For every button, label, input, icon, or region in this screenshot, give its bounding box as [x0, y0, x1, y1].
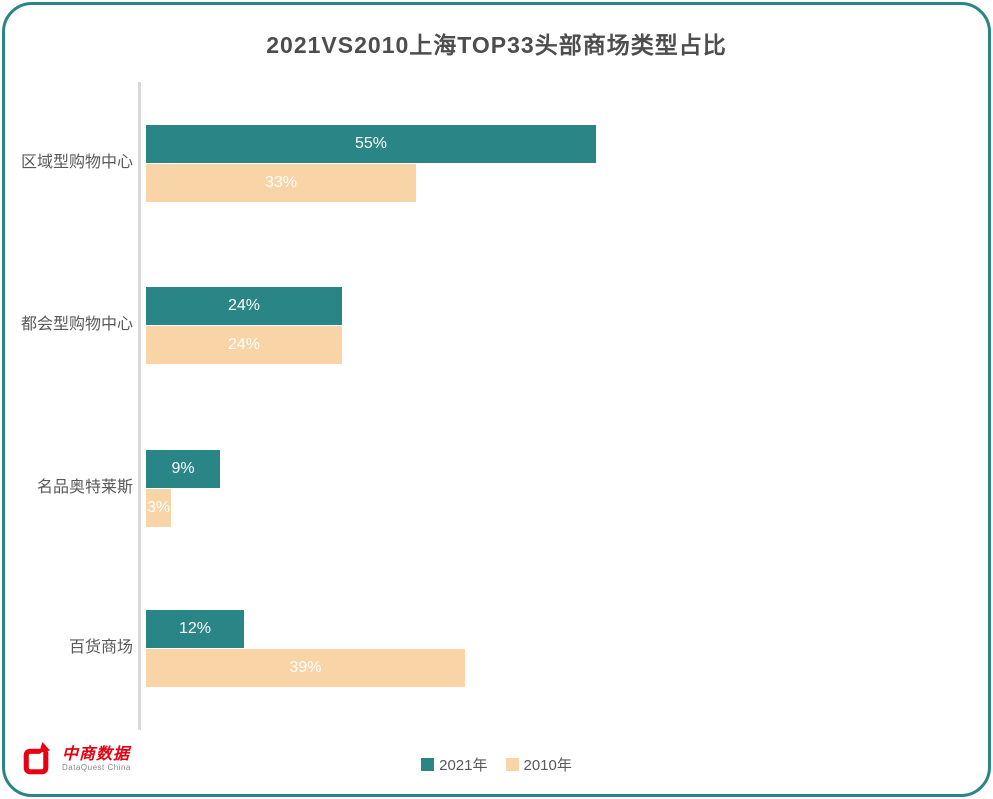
legend: 2021年 2010年	[0, 754, 993, 775]
bar-value-label: 55%	[354, 135, 388, 152]
bar-2010年: 39%	[146, 649, 465, 687]
bar-2021年: 12%	[146, 610, 244, 648]
bar-2010年: 33%	[146, 164, 416, 202]
logo-name: 中商数据	[62, 745, 131, 763]
category-label: 都会型购物中心	[20, 316, 133, 333]
bar-value-label: 9%	[171, 460, 195, 477]
bar-2010年: 24%	[146, 326, 342, 364]
bar-value-label: 24%	[227, 297, 261, 314]
category-label: 区域型购物中心	[20, 154, 133, 171]
category-label: 百货商场	[68, 639, 133, 656]
bar-value-label: 33%	[264, 174, 298, 191]
bar-2021年: 55%	[146, 125, 596, 163]
bar-2021年: 9%	[146, 450, 220, 488]
legend-swatch-2010	[505, 758, 519, 771]
bar-2010年: 3%	[146, 489, 171, 527]
brand-logo: 中商数据 DataQuest China	[22, 741, 131, 777]
logo-mark-icon	[23, 742, 51, 775]
bar-value-label: 12%	[178, 620, 212, 637]
bar-value-label: 24%	[227, 336, 261, 353]
legend-label-2021: 2021年	[439, 757, 488, 774]
legend-label-2010: 2010年	[523, 757, 572, 774]
legend-swatch-2021	[421, 758, 435, 771]
logo-text: 中商数据 DataQuest China	[62, 746, 131, 773]
category-label: 名品奥特莱斯	[36, 479, 133, 496]
y-axis-line	[138, 82, 141, 730]
bar-2021年: 24%	[146, 287, 342, 325]
chart-title: 2021VS2010上海TOP33头部商场类型占比	[266, 32, 727, 58]
bar-value-label: 39%	[289, 659, 322, 676]
logo-subtitle: DataQuest China	[62, 762, 131, 772]
bar-value-label: 3%	[146, 499, 171, 516]
